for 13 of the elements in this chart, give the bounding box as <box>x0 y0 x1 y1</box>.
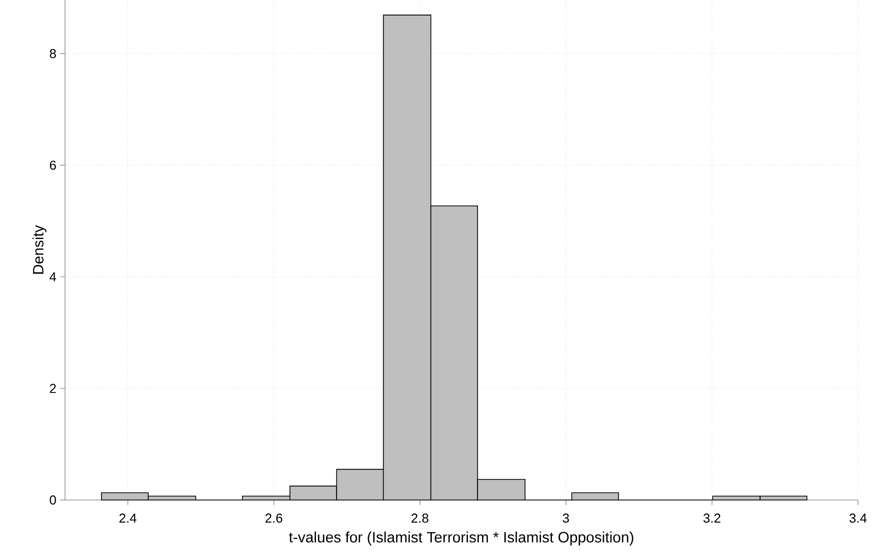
x-axis-title: t-values for (Islamist Terrorism * Islamist Opposition) <box>289 532 634 546</box>
x-tick-label: 2.4 <box>119 514 136 523</box>
x-tick-label: 2.6 <box>265 514 282 523</box>
y-tick-label: 4 <box>50 272 56 282</box>
y-tick-label: 0 <box>50 495 56 505</box>
x-tick-label: 3.2 <box>703 514 720 523</box>
x-tick-label: 3.4 <box>850 514 867 523</box>
y-tick-label: 8 <box>50 48 56 58</box>
x-tick-label: 2.8 <box>412 514 428 523</box>
x-tick-label: 3 <box>562 514 569 523</box>
y-axis-title: Density <box>32 225 46 274</box>
y-tick-label: 6 <box>50 160 56 170</box>
y-tick-label: 2 <box>50 384 56 393</box>
